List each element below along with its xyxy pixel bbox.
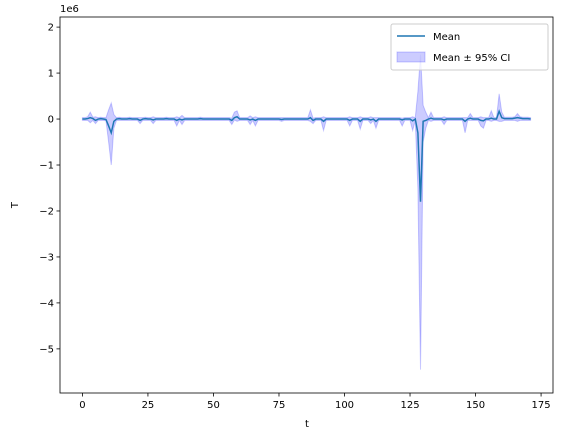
x-tick-label: 25 xyxy=(142,400,155,411)
y-axis-label: T xyxy=(10,201,21,209)
y-tick-label: −3 xyxy=(39,252,54,263)
x-tick-label: 0 xyxy=(79,400,85,411)
y-tick-label: 1 xyxy=(48,69,54,80)
y-tick-label: −2 xyxy=(39,206,54,217)
x-tick-label: 175 xyxy=(532,400,551,411)
x-tick-label: 50 xyxy=(207,400,220,411)
y-tick-label: 0 xyxy=(48,115,54,126)
y-tick-label: −1 xyxy=(39,161,54,172)
x-tick-label: 75 xyxy=(273,400,286,411)
mean-line xyxy=(82,109,531,202)
legend-swatch xyxy=(396,51,426,63)
x-tick-label: 125 xyxy=(400,400,419,411)
legend-label: Mean xyxy=(433,32,460,43)
plot-frame xyxy=(59,16,554,394)
x-tick-label: 100 xyxy=(335,400,354,411)
y-tick-label: 2 xyxy=(48,23,54,34)
legend-box xyxy=(390,23,549,71)
legend-label: Mean ± 95% CI xyxy=(433,53,510,64)
x-axis-label: t xyxy=(305,419,309,430)
x-tick-label: 150 xyxy=(466,400,485,411)
y-tick-label: −5 xyxy=(39,344,54,355)
y-offset-label: 1e6 xyxy=(60,4,79,15)
y-tick-label: −4 xyxy=(39,298,54,309)
